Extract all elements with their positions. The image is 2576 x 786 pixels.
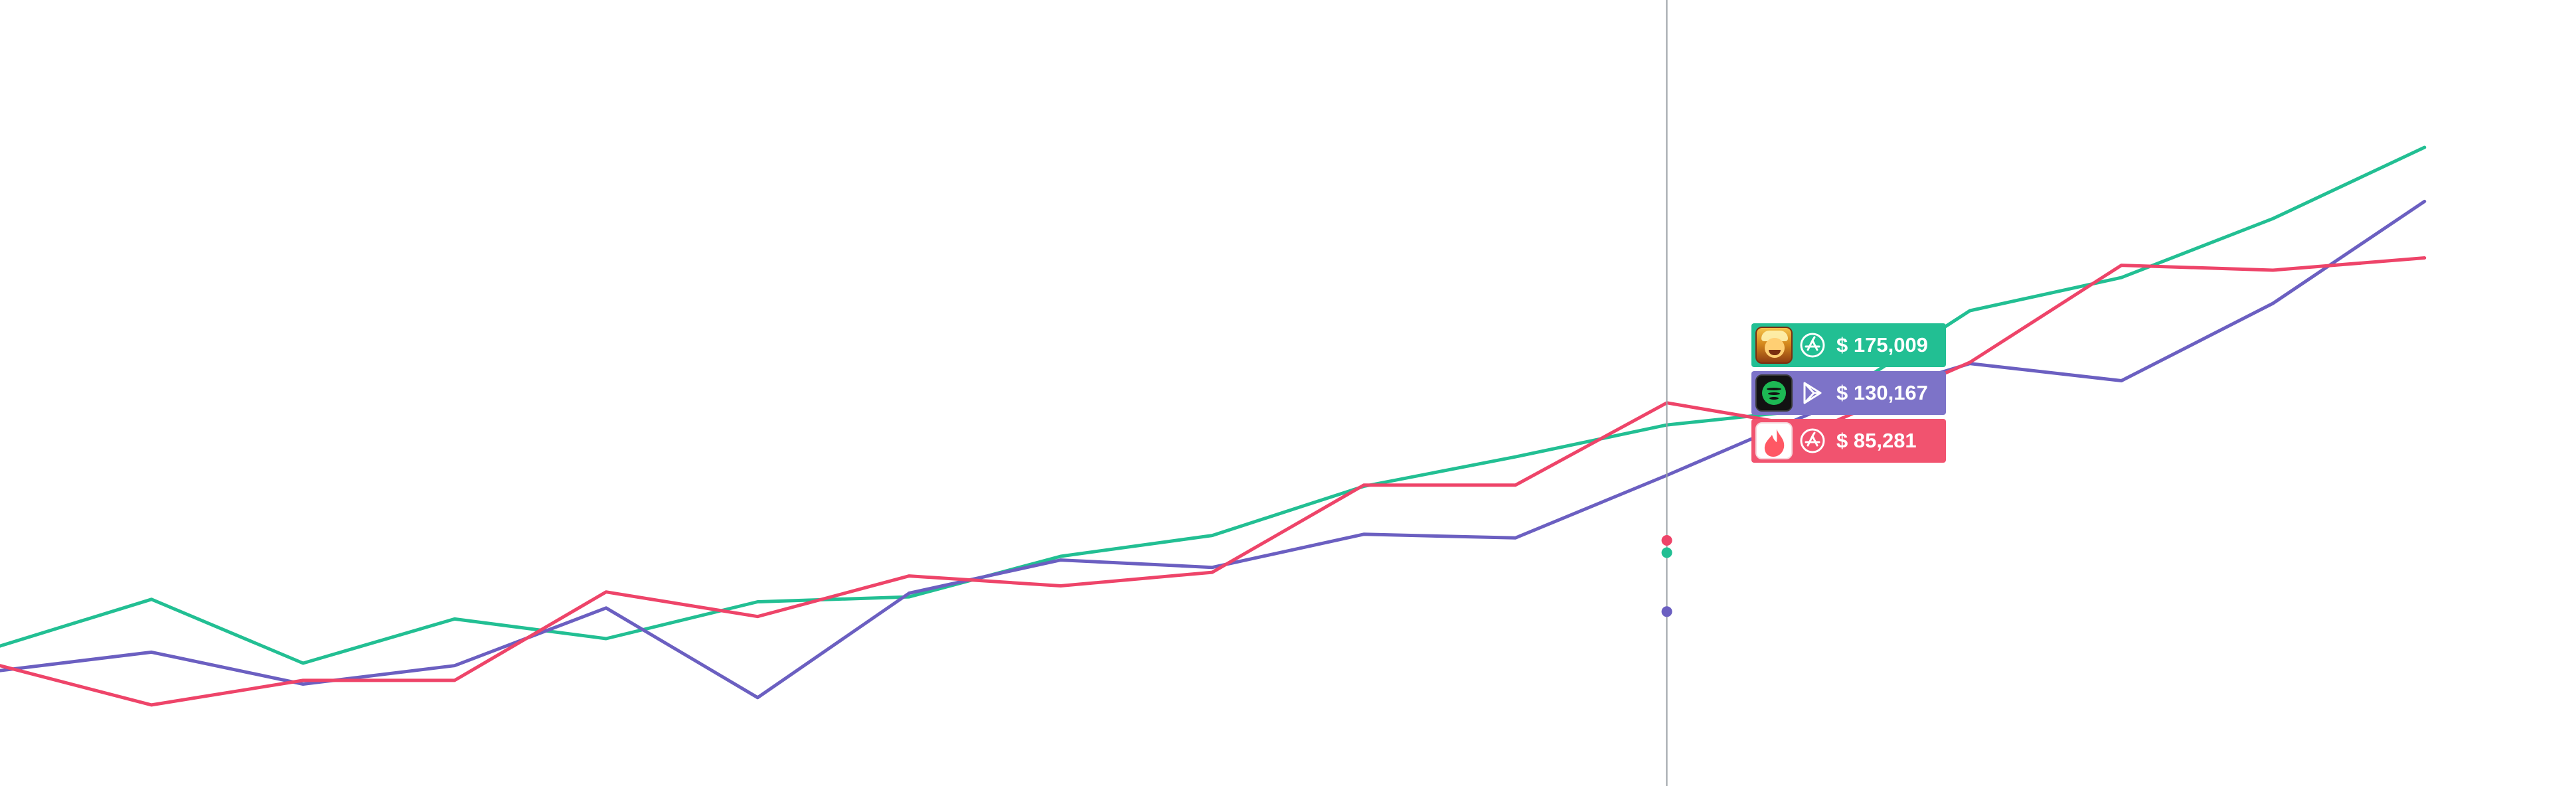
tooltip-value-tinder: $ 85,281 bbox=[1836, 429, 1917, 452]
google-play-icon bbox=[1803, 382, 1822, 404]
tinder-app-icon bbox=[1755, 422, 1793, 459]
app-store-icon bbox=[1800, 333, 1825, 358]
app-store-icon bbox=[1800, 428, 1825, 453]
hover-layer bbox=[1661, 0, 1672, 786]
tooltip-value-clash: $ 175,009 bbox=[1836, 333, 1928, 356]
hover-marker-series-2 bbox=[1661, 606, 1672, 617]
tooltip-row-tinder: $ 85,281 bbox=[1751, 419, 1946, 463]
hover-tooltip: $ 175,009 $ 130,167 bbox=[1751, 323, 1946, 467]
tooltip-row-spotify: $ 130,167 bbox=[1751, 371, 1946, 415]
tooltip-value-spotify: $ 130,167 bbox=[1836, 381, 1928, 404]
hover-marker-series-3 bbox=[1661, 535, 1672, 546]
spotify-app-icon bbox=[1755, 374, 1793, 412]
clash-app-icon bbox=[1755, 327, 1793, 364]
series-layer bbox=[0, 145, 2427, 707]
hover-marker-series-1 bbox=[1661, 547, 1672, 558]
tooltip-row-clash: $ 175,009 bbox=[1751, 323, 1946, 367]
series-line-1[interactable] bbox=[0, 145, 2427, 665]
series-line-3[interactable] bbox=[0, 256, 2427, 707]
series-line-2[interactable] bbox=[0, 199, 2427, 700]
